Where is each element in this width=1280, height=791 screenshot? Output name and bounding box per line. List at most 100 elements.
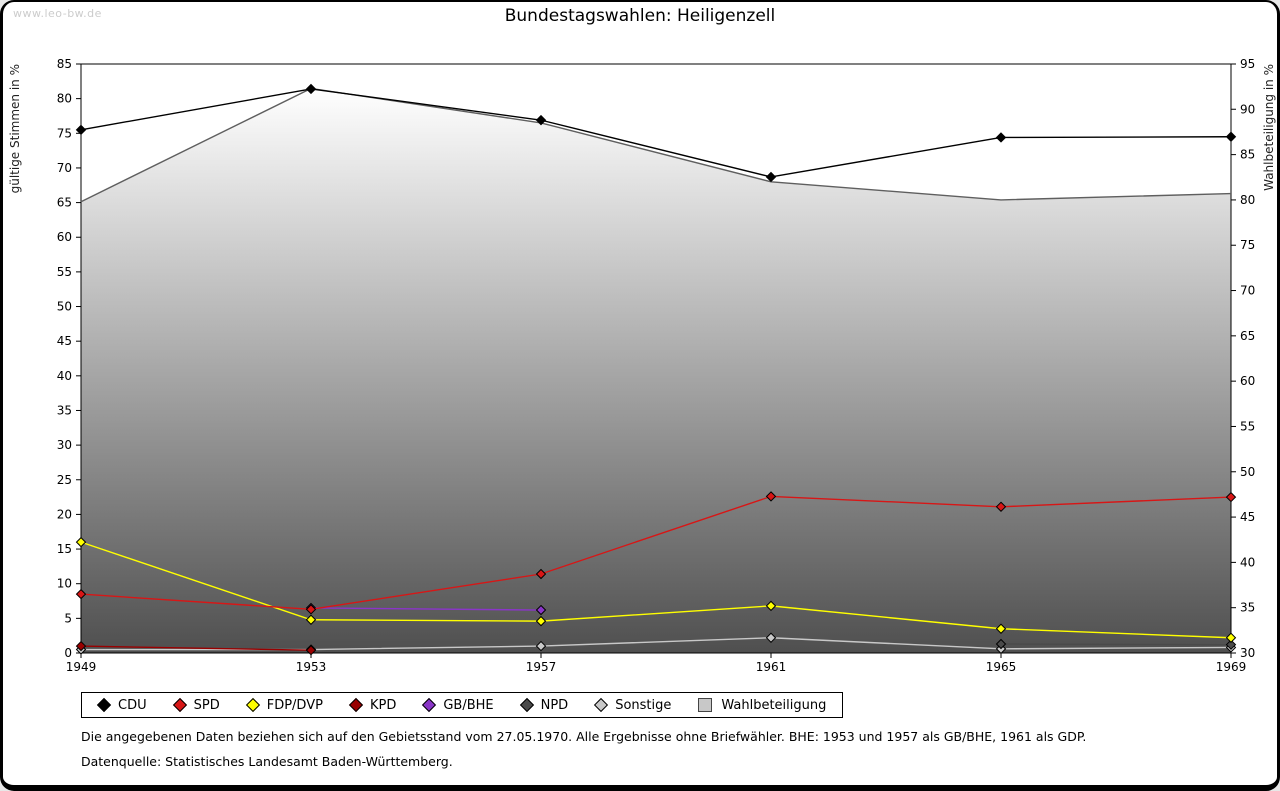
y-right-tick-label: 75 [1240, 238, 1255, 252]
marker-spd-1965 [995, 501, 1007, 512]
marker-fdp-dvp-1965 [995, 623, 1007, 634]
y-left-tick-label: 0 [64, 646, 72, 660]
x-tick-label: 1965 [986, 660, 1017, 674]
y-left-tick-label: 60 [57, 230, 72, 244]
x-tick-label: 1969 [1216, 660, 1247, 674]
plot-border [80, 63, 1232, 654]
y-right-tick-label: 50 [1240, 465, 1255, 479]
y-left-tick-label: 35 [57, 403, 72, 417]
x-axis: 1949 1953 1957 1961 1965 1969 [66, 653, 1247, 674]
legend-item-npd: NPD [519, 697, 569, 713]
y-left-tick-label: 65 [57, 196, 72, 210]
marker-cdu-1961 [765, 171, 777, 183]
marker-fdp-dvp-1969 [1225, 632, 1237, 643]
legend-marker-spd-icon [172, 697, 187, 713]
legend-label-cdu: CDU [118, 697, 147, 713]
footnote-datenquelle: Datenquelle: Statistisches Landesamt Bad… [81, 754, 453, 769]
series-wahlbeteiligung [80, 87, 1232, 203]
y-right-tick-label: 40 [1240, 555, 1255, 569]
y-left-tick-label: 20 [57, 507, 72, 521]
y-left-tick-label: 70 [57, 161, 72, 175]
marker-cdu-1965 [995, 132, 1007, 143]
legend-label-gb-bhe: GB/BHE [443, 697, 494, 713]
chart-canvas: 0 5 10 15 20 25 30 35 40 45 50 55 60 65 70 75 80 85 30 35 40… [3, 2, 1277, 682]
marker-kpd-1953 [305, 645, 317, 656]
y-right-tick-label: 95 [1240, 57, 1255, 71]
marker-spd-1969 [1225, 491, 1237, 503]
legend: CDU SPD FDP/DVP KPD GB/BHE NPD Sonstige Wahlbet… [81, 692, 844, 718]
marker-sonstige-1957 [535, 640, 547, 652]
series-cdu [75, 83, 1237, 183]
marker-fdp-dvp-1957 [535, 615, 547, 627]
y-left-tick-label: 40 [57, 369, 72, 383]
legend-marker-wahlbeteiligung-icon [698, 698, 713, 712]
y-left-tick-label: 5 [64, 611, 72, 625]
x-tick-label: 1961 [756, 660, 787, 674]
legend-marker-sonstige-icon [594, 697, 609, 713]
marker-kpd-1949 [75, 640, 87, 652]
legend-item-sonstige: Sonstige [594, 697, 672, 713]
right-axis-title: Wahlbeteiligung in % [1262, 64, 1276, 191]
y-right-tick-label: 80 [1240, 193, 1255, 207]
series-npd [995, 638, 1237, 650]
x-tick-label: 1949 [66, 660, 97, 674]
series-kpd [75, 640, 317, 656]
legend-marker-npd-icon [519, 697, 534, 713]
y-axis-right: 30 35 40 45 50 55 60 65 70 75 80 85 90 95 [1231, 57, 1255, 660]
legend-item-wahlbeteiligung: Wahlbeteiligung [698, 698, 826, 713]
marker-fdp-dvp-1953 [305, 614, 317, 625]
y-axis-left: 0 5 10 15 20 25 30 35 40 45 50 55 60 65 70 75 80 85 [57, 57, 81, 660]
watermark: www.leo-bw.de [13, 7, 102, 20]
y-left-tick-label: 25 [57, 473, 72, 487]
wahlbeteiligung-area [81, 88, 1231, 653]
marker-cdu-1949 [75, 124, 87, 136]
y-right-tick-label: 45 [1240, 510, 1255, 524]
y-right-tick-label: 60 [1240, 374, 1255, 388]
legend-label-fdp-dvp: FDP/DVP [266, 697, 323, 713]
legend-marker-gb-bhe-icon [422, 697, 437, 713]
y-left-tick-label: 15 [57, 542, 72, 556]
y-right-tick-label: 30 [1240, 646, 1255, 660]
y-left-tick-label: 80 [57, 92, 72, 106]
legend-marker-cdu-icon [96, 697, 112, 713]
legend-label-npd: NPD [540, 697, 569, 713]
legend-item-gb-bhe: GB/BHE [422, 697, 494, 713]
marker-gb-bhe-1957 [535, 604, 547, 616]
y-right-tick-label: 55 [1240, 419, 1255, 433]
y-right-tick-label: 85 [1240, 148, 1255, 162]
y-right-tick-label: 70 [1240, 284, 1255, 298]
marker-fdp-dvp-1949 [75, 536, 87, 548]
footnote-gebietsstand: Die angegebenen Daten beziehen sich auf … [81, 729, 1087, 744]
y-left-tick-label: 85 [57, 57, 72, 71]
legend-label-kpd: KPD [369, 697, 397, 713]
y-right-tick-label: 90 [1240, 102, 1255, 116]
marker-spd-1949 [75, 588, 87, 600]
series-spd [75, 491, 1237, 615]
marker-cdu-1957 [535, 114, 547, 126]
legend-label-sonstige: Sonstige [615, 697, 672, 713]
marker-sonstige-1961 [765, 632, 777, 643]
legend-item-fdp-dvp: FDP/DVP [245, 697, 323, 713]
y-right-tick-label: 35 [1240, 601, 1255, 615]
left-axis-title: gültige Stimmen in % [8, 64, 22, 193]
legend-item-kpd: KPD [348, 697, 397, 713]
y-left-tick-label: 10 [57, 577, 72, 591]
x-tick-label: 1957 [526, 660, 557, 674]
y-left-tick-label: 50 [57, 300, 72, 314]
marker-npd-1969 [1225, 639, 1237, 650]
y-left-tick-label: 75 [57, 126, 72, 140]
legend-marker-kpd-icon [348, 697, 364, 713]
y-left-tick-label: 30 [57, 438, 72, 452]
marker-spd-1961 [765, 491, 777, 502]
legend-label-wahlbeteiligung: Wahlbeteiligung [721, 697, 827, 713]
chart-title: Bundestagswahlen: Heiligenzell [504, 6, 776, 26]
legend-label-spd: SPD [193, 697, 220, 713]
y-right-tick-label: 65 [1240, 329, 1255, 343]
marker-cdu-1953 [305, 83, 317, 95]
marker-cdu-1969 [1225, 131, 1237, 142]
x-tick-label: 1953 [296, 660, 327, 674]
marker-spd-1953 [305, 604, 317, 615]
y-left-tick-label: 45 [57, 334, 72, 348]
legend-marker-fdp-dvp-icon [245, 697, 260, 713]
